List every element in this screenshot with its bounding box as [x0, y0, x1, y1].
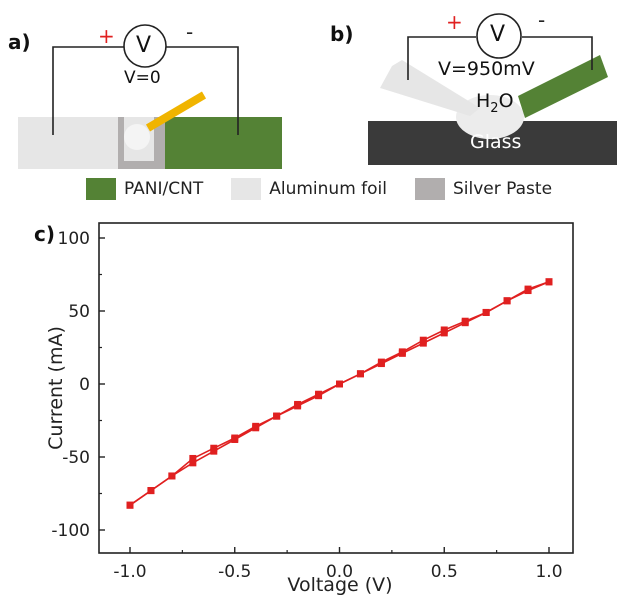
wire-left-b: [407, 36, 476, 80]
schematic-a: [18, 24, 282, 169]
voltage-reading-b: V=950mV: [438, 58, 535, 80]
pani-cnt-strip: [165, 117, 282, 169]
x-axis-ticks: -1.0 -0.5 0.0 0.5 1.0: [113, 547, 563, 582]
series-2-point: [126, 501, 134, 509]
series-2-point: [419, 336, 427, 344]
series-2-point: [294, 400, 302, 408]
y-axis-ticks: 100 50 0 -50 -100: [51, 229, 105, 541]
contact-spot: [124, 124, 150, 150]
water-label: H2O: [476, 90, 514, 116]
glass-label: Glass: [470, 131, 522, 153]
schematic-b: [368, 13, 617, 165]
y-tick-label: 0: [79, 375, 90, 395]
voltmeter-a: [123, 24, 167, 68]
minus-sign-a: -: [186, 20, 194, 44]
x-tick-label: 1.0: [535, 562, 562, 582]
series-2-point: [189, 454, 197, 462]
wire-right-b: [522, 36, 593, 70]
series-2-point: [524, 285, 532, 293]
plus-sign-a: +: [98, 24, 115, 48]
voltmeter-b: [476, 13, 522, 59]
water-h: H: [476, 90, 491, 112]
yellow-wire: [145, 91, 207, 132]
x-tick-label: -0.5: [218, 562, 251, 582]
panel-label-b: b): [330, 22, 354, 46]
legend-item-paste: Silver Paste: [415, 178, 552, 200]
y-tick-label: 100: [58, 229, 90, 249]
plot-frame: [98, 222, 574, 554]
series-2-point: [252, 422, 260, 430]
panel-label-a: a): [8, 30, 31, 54]
series-2-point: [545, 278, 553, 286]
aluminum-foil-left: [18, 117, 128, 169]
schematic-figures: [18, 13, 617, 169]
series-2-point: [377, 358, 385, 366]
wire-right-a: [166, 46, 239, 135]
series-2-point: [231, 434, 239, 442]
series-2-point: [336, 380, 343, 388]
legend-swatch-paste: [415, 178, 445, 200]
legend: PANI/CNT Aluminum foil Silver Paste: [86, 177, 580, 201]
legend-label-pani: PANI/CNT: [124, 179, 204, 199]
iv-chart: -1.0 -0.5 0.0 0.5 1.0 100 50 0 -50 -100 Voltage …: [45, 222, 574, 596]
plus-sign-b: +: [446, 10, 463, 34]
legend-swatch-foil: [231, 178, 262, 200]
series-2-point: [398, 348, 406, 356]
y-tick-label: 50: [68, 302, 90, 322]
series-2-point: [482, 308, 490, 316]
legend-label-foil: Aluminum foil: [269, 179, 387, 199]
wire-left-a: [52, 46, 124, 135]
series-2-point: [210, 444, 218, 452]
water-o: O: [498, 90, 514, 112]
x-tick-label: 0.0: [326, 562, 353, 582]
voltmeter-symbol-b: V: [490, 22, 506, 47]
series-2-point: [273, 412, 281, 420]
pani-cnt-b: [518, 55, 608, 118]
series-2-point: [461, 317, 469, 325]
legend-swatch-pani: [86, 178, 116, 200]
y-axis-label: Current (mA): [45, 326, 67, 450]
series-2-point: [147, 487, 155, 495]
legend-item-pani: PANI/CNT: [86, 178, 203, 200]
x-tick-label: 0.5: [431, 562, 458, 582]
panel-label-c: c): [34, 222, 55, 246]
y-tick-label: -100: [51, 521, 90, 541]
series-layer: [126, 278, 553, 509]
series-2-point: [440, 326, 448, 334]
series-2-point: [356, 370, 364, 378]
water-subscript: 2: [490, 100, 499, 116]
minus-sign-b: -: [538, 8, 546, 32]
y-tick-label: -50: [62, 448, 90, 468]
series-2-point: [168, 472, 176, 480]
series-2-point: [503, 297, 511, 305]
voltmeter-symbol-a: V: [136, 33, 152, 58]
legend-item-foil: Aluminum foil: [231, 178, 387, 200]
x-axis-label: Voltage (V): [287, 574, 392, 596]
series-1-point: [189, 459, 197, 467]
voltage-reading-a: V=0: [124, 68, 161, 88]
legend-label-paste: Silver Paste: [453, 179, 553, 199]
x-tick-label: -1.0: [113, 562, 146, 582]
series-2-point: [315, 390, 323, 398]
aluminum-foil-b: [380, 60, 480, 116]
